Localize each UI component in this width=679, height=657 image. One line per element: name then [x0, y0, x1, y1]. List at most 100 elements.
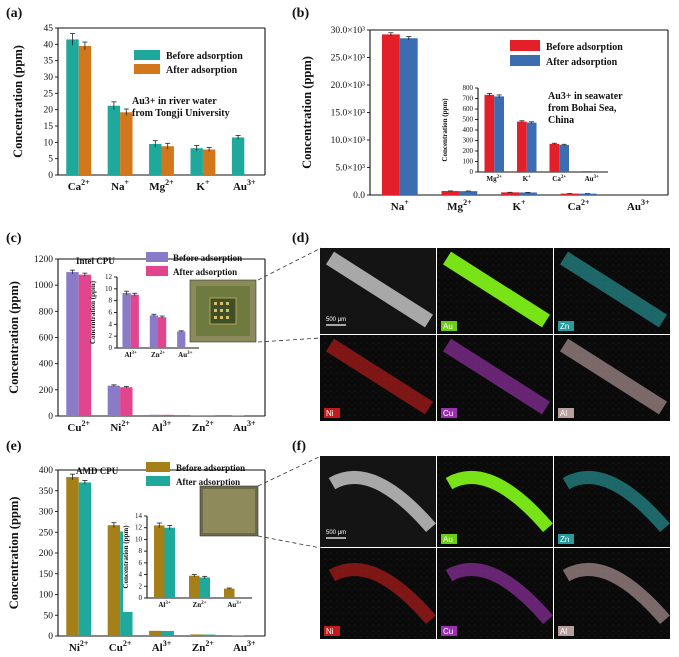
chart-b-inset-bar-after-1 [526, 122, 537, 172]
chart-a-bar-after-1 [120, 112, 133, 175]
maps-f-map-zn-label: Zn [560, 535, 569, 544]
chart-c-inset-ylabel: Concentration (ppm) [89, 280, 97, 344]
maps-d-map-au-label: Au [443, 322, 453, 331]
maps-f-map-zn-tile [554, 456, 670, 547]
chart-e-bar-after-3 [202, 634, 216, 636]
legend-c-after: After adsorption [173, 267, 237, 277]
connector-d-bottom [257, 337, 322, 343]
chart-e-inset-ytick-label-5: 10 [135, 535, 143, 543]
chart-e-inset-ytick-label-4: 8 [139, 547, 143, 555]
chart-e-ytick-label-7: 350 [39, 487, 54, 497]
annotation-b-line3: China [548, 115, 574, 126]
maps-f-map-au-label: Au [443, 535, 453, 544]
chart-e-bar-before-2 [149, 630, 162, 636]
maps-f-map-al-tile [554, 548, 670, 639]
legend-a-before-swatch [134, 50, 160, 60]
legend-b-after: After adsorption [546, 57, 618, 68]
maps-d-map-zn-label: Zn [560, 322, 569, 331]
chart-c-inset-ytick-label-4: 8 [109, 297, 113, 305]
chart-b-bar-before-0 [381, 34, 400, 196]
chart-b-inset-ylabel: Concentration (ppm) [441, 98, 449, 162]
maps-d-scale-label: 500 μm [326, 317, 346, 323]
chart-e-ytick-label-3: 150 [39, 570, 54, 580]
chart-a-ytick-label-4: 20 [44, 106, 54, 116]
chart-a-bar-after-2 [161, 146, 174, 175]
maps-d-map-al-fiber [559, 338, 668, 415]
legend-e-after-swatch [146, 476, 170, 486]
chart-e-inset-bar-before-0 [154, 525, 165, 598]
chart-c-ytick-label-3: 600 [39, 334, 54, 344]
legend-c-before: Before adsorption [173, 253, 242, 263]
chart-c-inset-bar-after-0 [130, 294, 139, 348]
maps-d-map-ni-fiber [325, 338, 434, 415]
chart-b-inset-xtick-label-2: Ca2+ [552, 175, 566, 183]
chart-b-xtick-label-1: Mg2+ [447, 198, 472, 213]
chart-c-ytick-label-5: 1000 [34, 281, 53, 291]
maps-d-map-au-label-bg [441, 321, 457, 331]
legend-a-after: After adsorption [166, 65, 238, 76]
chart-c-bar-before-3 [190, 415, 203, 416]
chart-c-inset-bar-before-0 [122, 292, 131, 348]
chart-e-ylabel: Concentration (ppm) [7, 497, 21, 610]
element-maps-d: 500 μm Au Zn Ni Cu Al [320, 248, 670, 421]
chart-b-bar-after-0 [399, 38, 418, 195]
chart-b-inset-xtick-label-3: Au3+ [585, 175, 599, 183]
maps-f-map-ni-label-bg [324, 626, 340, 636]
chart-c-bar-after-1 [120, 387, 133, 416]
legend-b-before-swatch [510, 40, 540, 51]
chart-e-inset-xtick-label-1: Zn2+ [193, 601, 207, 609]
annotation-b-line1: Au3+ in seawater [548, 91, 623, 102]
chart-e-inset-xtick-label-0: Al3+ [158, 601, 171, 609]
panel-label-e: (e) [6, 439, 22, 454]
chart-c-inset-bar-before-1 [149, 315, 158, 348]
element-maps-f: 500 μm Au Zn Ni Cu Al [320, 456, 670, 639]
chart-e-inset-ytick-label-6: 12 [135, 524, 143, 532]
connector-d-top [257, 247, 322, 281]
chart-a-bar-after-3 [202, 149, 216, 175]
chart-b-ytick-label-3: 15.0×10³ [331, 109, 365, 119]
chart-e-bar-before-4 [231, 635, 245, 636]
maps-f-scale-label: 500 μm [326, 530, 346, 536]
amd-cpu-photo [199, 485, 259, 537]
chart-b-inset-bar-after-2 [559, 144, 569, 172]
chart-e-inset-bar-after-1 [199, 577, 210, 598]
chart-e-xtick-label-4: Au3+ [233, 639, 256, 654]
legend-a-before: Before adsorption [166, 51, 243, 62]
chart-c-bar-after-0 [78, 274, 92, 416]
maps-f-sem-image-tile [320, 456, 436, 547]
chart-b-inset-ytick-label-1: 100 [463, 158, 474, 166]
maps-f-sem-image-fiber [328, 471, 436, 533]
chart-b-inset-xtick-label-0: Mg2+ [487, 175, 503, 183]
chart-c-inset-xtick-label-1: Zn2+ [151, 351, 165, 359]
maps-f-map-al-fiber [562, 563, 670, 625]
chart-b-inset-ytick-label-4: 400 [463, 126, 474, 134]
chart-a-bar-before-2 [149, 143, 162, 175]
chart-b-inset-ytick-label-3: 300 [463, 137, 474, 145]
chart-c-inset-xtick-label-0: Al3+ [124, 351, 137, 359]
legend-e: Before adsorption After adsorption [146, 462, 245, 487]
chart-b-inset-bar-after-0 [494, 96, 504, 172]
chart-b-inset-xtick-label-1: K+ [523, 175, 531, 183]
chart-e-bar-before-1 [107, 525, 121, 636]
maps-f-map-zn-label-bg [558, 534, 574, 544]
chart-c-inset-ytick-label-3: 6 [109, 309, 113, 317]
chart-e-inset-ytick-label-2: 4 [139, 571, 143, 579]
chart-e-ytick-label-0: 0 [48, 632, 53, 642]
chart-c-inset-bar-after-1 [158, 317, 167, 348]
intel-cpu-photo [189, 279, 257, 343]
chart-c-inset-xtick-label-2: Au3+ [178, 351, 192, 359]
chart-e-bar-after-2 [161, 631, 174, 636]
chart-e-ytick-label-6: 300 [39, 508, 54, 518]
chart-e-bar-before-3 [190, 634, 203, 636]
chart-b: 0.0 5.0×10³ 10.0×10³ 15.0×10³ 20.0×10³ 25.0×1… [300, 26, 669, 213]
chart-b-bar-before-1 [441, 191, 460, 195]
chart-a-xtick-label-0: Ca2+ [68, 178, 90, 193]
maps-f-map-zn-fiber [562, 471, 670, 533]
chart-a-bar-before-1 [107, 105, 121, 175]
chart-b-inset-bar-before-0 [484, 94, 495, 172]
chart-c-bar-after-3 [202, 415, 216, 416]
chart-b-ylabel: Concentration (ppm) [300, 56, 314, 169]
chart-c-inset-ytick-label-6: 12 [105, 273, 113, 281]
maps-f-map-au-tile [437, 456, 553, 547]
